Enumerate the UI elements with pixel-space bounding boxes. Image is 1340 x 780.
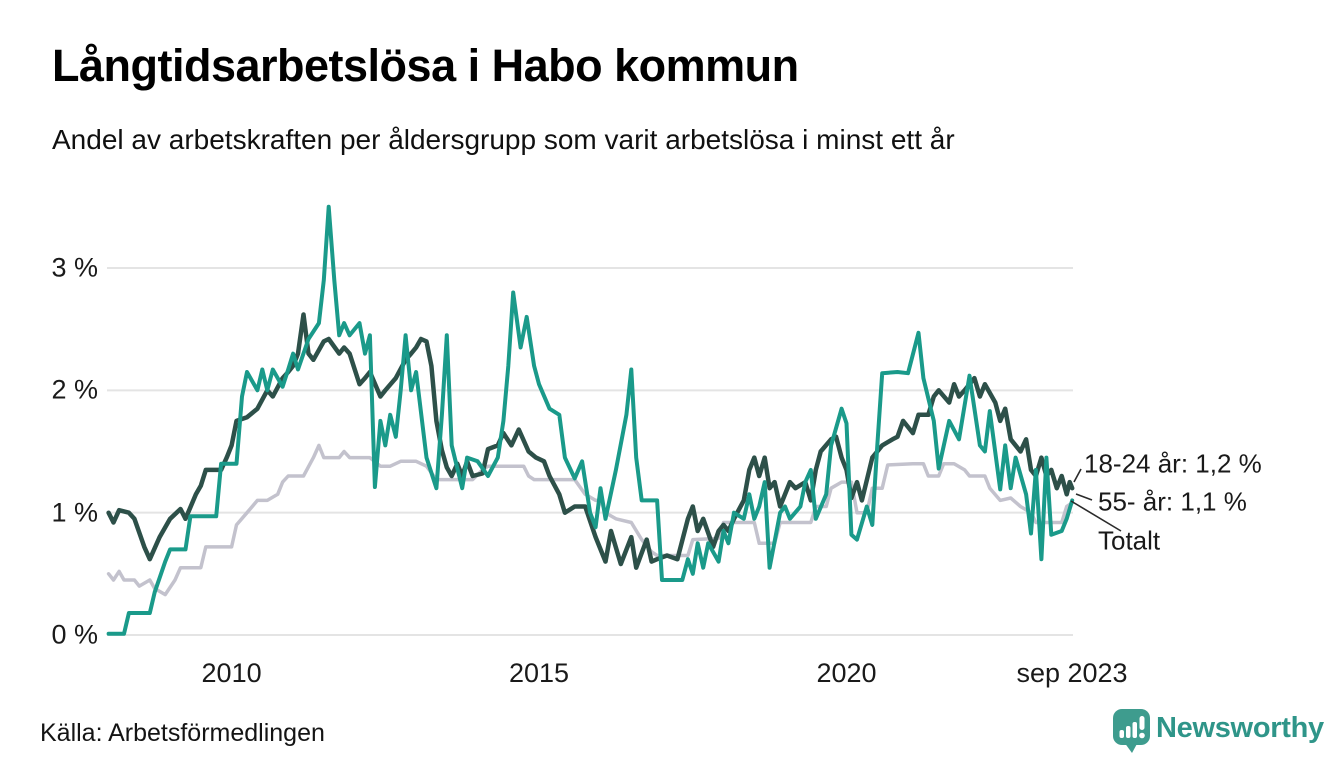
y-tick-label: 0 % <box>51 619 98 650</box>
series-end-label-18-24-r: 18-24 år: 1,2 % <box>1084 448 1262 479</box>
x-tick-label: sep 2023 <box>1016 658 1128 688</box>
series-lines-layer <box>106 204 1075 636</box>
label-leader-line <box>1075 493 1093 501</box>
label-leader-line <box>1073 468 1082 483</box>
x-tick-label: 2020 <box>816 658 877 688</box>
series-line-18-24-r <box>106 312 1075 570</box>
series-end-label-55-r: 55- år: 1,1 % <box>1098 486 1247 517</box>
x-tick-label: 2010 <box>201 658 262 688</box>
page-title: Långtidsarbetslösa i Habo kommun <box>52 40 799 91</box>
y-tick-label: 2 % <box>51 374 98 405</box>
y-tick-label: 1 % <box>51 497 98 528</box>
series-line-55-r <box>106 204 1075 636</box>
source-note: Källa: Arbetsförmedlingen <box>40 719 325 747</box>
newsworthy-wordmark: Newsworthy <box>1156 712 1324 744</box>
newsworthy-logo: Newsworthy <box>1112 708 1324 754</box>
label-leader-line <box>1070 500 1122 532</box>
page-subtitle: Andel av arbetskraften per åldersgrupp s… <box>52 124 955 155</box>
y-tick-label: 3 % <box>51 252 98 283</box>
series-end-label-totalt: Totalt <box>1098 525 1161 556</box>
newsworthy-speech-bubble-icon <box>1113 709 1150 753</box>
x-tick-label: 2015 <box>508 658 570 688</box>
label-leader-lines-layer <box>1070 468 1122 532</box>
gridlines-layer <box>107 267 1073 636</box>
